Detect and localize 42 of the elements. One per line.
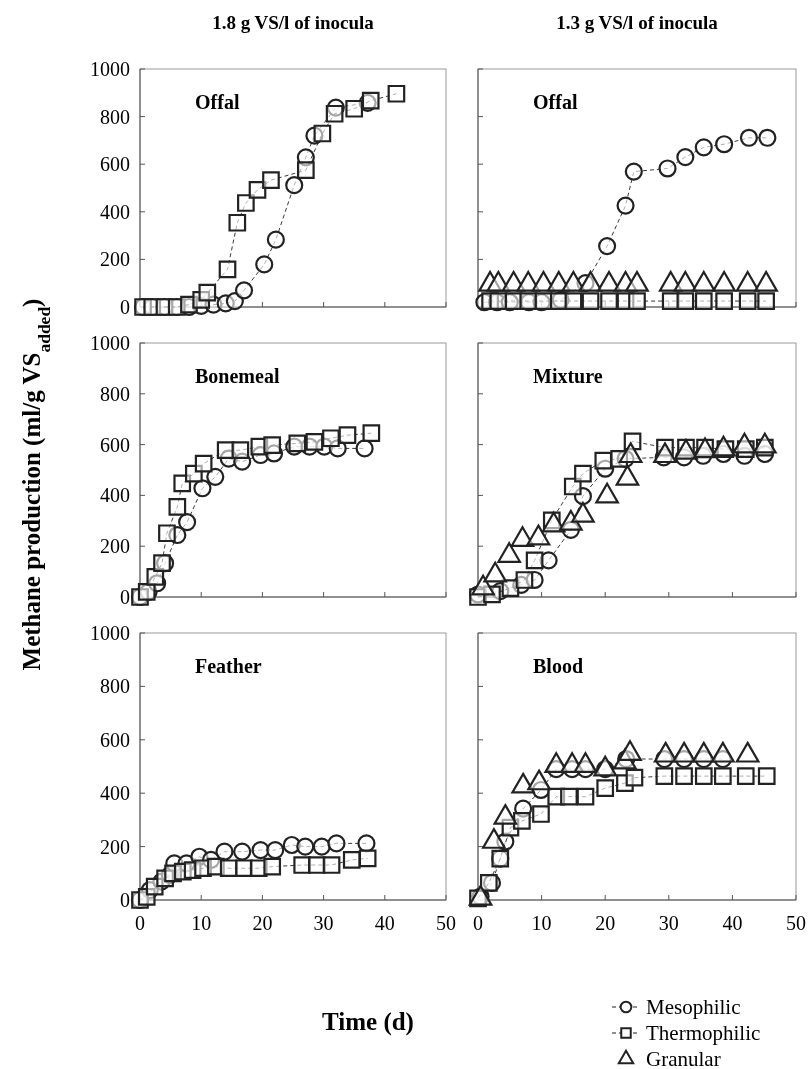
x-tick-label: 20 <box>595 912 616 934</box>
y-tick-label: 400 <box>100 782 130 805</box>
annotation: Mixture <box>533 365 603 387</box>
annotation: Offal <box>195 91 240 113</box>
annotation: Bonemeal <box>195 365 280 387</box>
annotation: Blood <box>533 655 584 677</box>
chart-title: 1.8 g VS/l of inocula <box>212 12 375 33</box>
y-tick-label: 0 <box>120 296 130 318</box>
y-tick-label: 200 <box>100 835 130 858</box>
y-tick-label: 400 <box>100 484 130 507</box>
chart-title: 1.3 g VS/l of inocula <box>556 12 719 33</box>
y-tick-label: 800 <box>100 382 130 405</box>
x-tick-label: 20 <box>252 912 273 934</box>
x-tick-label: 40 <box>722 912 743 934</box>
x-tick-label: 30 <box>658 912 679 934</box>
x-tick-label: 0 <box>473 912 483 934</box>
legend-label: Mesophilic <box>646 995 741 1019</box>
y-tick-label: 200 <box>100 535 130 558</box>
y-tick-label: 1000 <box>90 58 130 80</box>
legend-label: Granular <box>646 1047 721 1069</box>
y-tick-label: 0 <box>120 586 130 608</box>
x-tick-label: 10 <box>191 912 212 934</box>
annotation: Feather <box>195 655 262 677</box>
x-tick-label: 40 <box>374 912 395 934</box>
x-axis-title: Time (d) <box>322 1008 414 1036</box>
y-tick-label: 0 <box>120 889 130 911</box>
y-tick-label: 800 <box>100 105 130 128</box>
x-tick-label: 50 <box>436 912 456 934</box>
y-tick-label: 200 <box>100 248 130 271</box>
y-tick-label: 400 <box>100 200 130 223</box>
y-tick-label: 1000 <box>90 332 130 354</box>
y-tick-label: 600 <box>100 728 130 751</box>
y-tick-label: 600 <box>100 433 130 456</box>
x-tick-label: 50 <box>786 912 806 934</box>
legend-label: Thermophilic <box>646 1021 761 1045</box>
y-tick-label: 1000 <box>90 622 130 644</box>
y-tick-label: 800 <box>100 675 130 698</box>
x-tick-label: 0 <box>135 912 145 934</box>
annotation: Offal <box>533 91 578 113</box>
y-tick-label: 600 <box>100 153 130 176</box>
x-tick-label: 10 <box>531 912 552 934</box>
x-tick-label: 30 <box>313 912 334 934</box>
